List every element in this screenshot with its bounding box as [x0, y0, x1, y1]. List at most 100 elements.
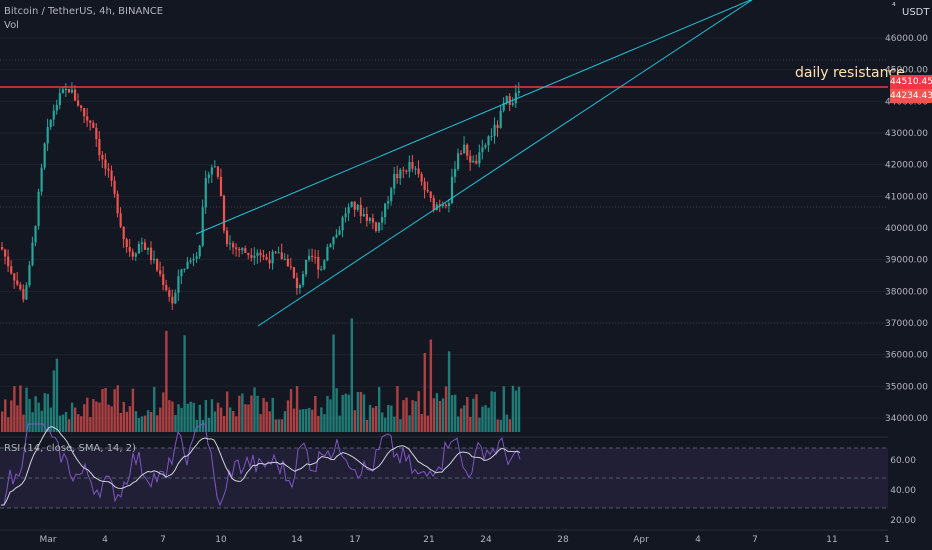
rsi-line	[1, 423, 521, 507]
candle-body	[244, 248, 247, 253]
volume-bar	[149, 411, 153, 432]
volume-bar	[265, 401, 268, 432]
price-tick-label: 36000.00	[885, 351, 928, 361]
volume-bar	[326, 395, 329, 432]
candle-body	[256, 252, 259, 256]
volume-bar	[393, 416, 396, 432]
volume-bar	[426, 415, 429, 432]
volume-bar	[508, 419, 512, 432]
candle-body	[171, 296, 174, 304]
volume-bar	[153, 386, 156, 432]
candle-body	[83, 107, 86, 117]
price-tick-label: 46000.00	[885, 34, 928, 44]
volume-bar	[55, 358, 59, 432]
drawings[interactable]	[0, 0, 888, 327]
candle-body	[146, 247, 150, 250]
volume-bar	[64, 411, 68, 432]
candle-body	[80, 105, 83, 108]
volume-bar	[484, 405, 487, 432]
volume-bar	[423, 352, 426, 432]
candle-body	[347, 206, 350, 214]
candle-body	[67, 88, 71, 93]
rsi-tick-label: 20.00	[890, 516, 916, 526]
candle-body	[119, 213, 122, 227]
volume-legend[interactable]: Vol	[4, 20, 19, 31]
candle-body	[274, 251, 277, 253]
volume-bar	[277, 419, 281, 432]
volume-bar	[438, 400, 442, 432]
rsi-sma-line	[1, 426, 521, 506]
candle-body	[429, 191, 432, 198]
candle-body	[55, 105, 58, 111]
candle-body	[253, 255, 256, 258]
volume-bar	[359, 391, 363, 432]
volume-bar	[238, 395, 241, 432]
volume-bar	[478, 417, 481, 432]
candle-body	[107, 168, 110, 171]
volume-bar	[311, 409, 314, 432]
candle-body	[192, 258, 195, 261]
candle-body	[58, 93, 61, 106]
volume-bar	[137, 417, 141, 432]
candle-body	[186, 261, 189, 269]
candle-body	[216, 166, 220, 177]
candle-body	[22, 289, 25, 300]
candle-body	[332, 237, 335, 245]
volume-bar	[89, 417, 92, 432]
candle-body	[335, 234, 338, 238]
volume-bar	[298, 409, 302, 432]
volume-bar	[198, 404, 201, 432]
volume-bar	[259, 414, 262, 432]
volume-bar	[274, 419, 277, 432]
candle-body	[70, 89, 74, 93]
volume-bar	[262, 397, 265, 432]
volume-bar	[514, 390, 518, 432]
candle-body	[463, 144, 466, 154]
candle-body	[295, 277, 299, 289]
volume-bar	[295, 386, 299, 432]
price-tick-label: 43000.00	[885, 129, 928, 139]
symbol-legend[interactable]: Bitcoin / TetherUS, 4h, BINANCE	[4, 6, 164, 17]
volume-bar	[222, 416, 226, 432]
candle-body	[268, 259, 271, 264]
volume-bar	[61, 414, 65, 432]
candle-body	[92, 122, 95, 128]
volume-bar	[338, 415, 341, 432]
daily-resistance-label[interactable]: daily resistance	[795, 65, 905, 81]
volume-bar	[463, 405, 466, 432]
volume-bar	[490, 391, 493, 432]
volume-bar	[10, 400, 13, 432]
candle-body	[104, 159, 107, 169]
candle-body	[420, 174, 423, 182]
candle-body	[125, 239, 128, 248]
candle-body	[7, 256, 10, 267]
scale-toggle-icon[interactable]: ⁴	[892, 2, 896, 12]
candle-body	[122, 226, 125, 240]
time-tick-label: Apr	[633, 535, 649, 545]
candle-body	[323, 260, 326, 270]
candle-body	[229, 243, 232, 245]
candle-body	[320, 269, 323, 271]
candle-body	[241, 248, 244, 251]
volume-bar	[323, 414, 326, 432]
candle-body	[371, 218, 375, 223]
candle-body	[43, 143, 46, 168]
volume-bar	[116, 385, 119, 432]
candle-body	[514, 92, 517, 104]
volume-bar	[411, 400, 414, 432]
volume-bar	[457, 416, 460, 432]
volume-bar	[414, 401, 417, 432]
candle-body	[259, 252, 262, 256]
volume-bar	[353, 410, 357, 432]
volume-bar	[453, 394, 457, 432]
volume-bar	[25, 387, 28, 432]
volume-bar	[143, 415, 147, 432]
volume-bar	[216, 402, 220, 432]
volume-bar	[387, 404, 390, 432]
price-tick-label: 37000.00	[885, 319, 928, 329]
rsi-legend[interactable]: RSI (14, close, SMA, 14, 2)	[4, 443, 137, 454]
volume-bar	[210, 399, 214, 432]
price-tick-label: 40000.00	[885, 224, 928, 234]
time-axis[interactable]: Mar 4 7 10 14 17 21 24 28 Apr 4 7 11 1	[0, 529, 890, 545]
